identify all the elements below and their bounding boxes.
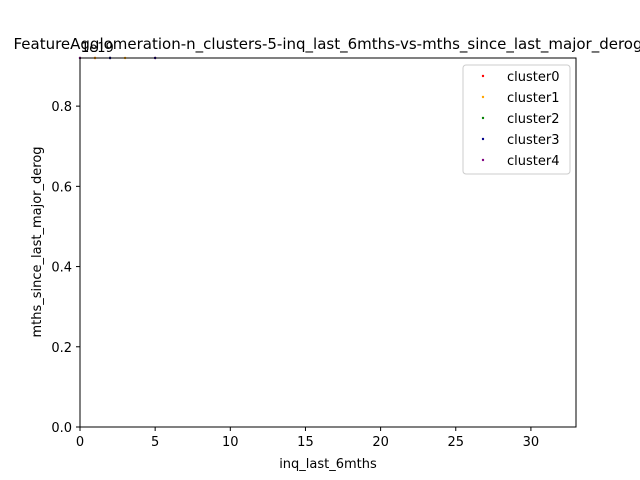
x-tick-label: 30	[523, 435, 540, 450]
x-tick-label: 20	[372, 435, 389, 450]
legend-marker-cluster0	[481, 74, 485, 78]
x-axis: 0 5 10 15 20 25 30	[76, 427, 539, 450]
y-axis: 0.0 0.2 0.4 0.6 0.8	[51, 100, 80, 436]
y-tick-label: 0.6	[51, 180, 72, 195]
y-axis-title: mths_since_last_major_derog	[30, 146, 45, 337]
legend-label: cluster2	[507, 112, 559, 127]
x-tick-label: 0	[76, 435, 84, 450]
legend-marker-cluster4	[481, 158, 485, 162]
legend-label: cluster4	[507, 154, 559, 169]
y-tick-label: 0.0	[51, 421, 72, 436]
legend-marker-cluster2	[481, 116, 485, 120]
legend-label: cluster0	[507, 70, 559, 85]
legend-box	[462, 64, 571, 175]
y-offset-label: 1e19	[81, 41, 114, 56]
y-tick-label: 0.2	[51, 341, 72, 356]
legend: cluster0 cluster1 cluster2 cluster3 cluster4	[462, 64, 571, 175]
plot-frame	[79, 57, 577, 428]
y-tick-label: 0.8	[51, 100, 72, 115]
x-tick-label: 5	[151, 435, 159, 450]
x-axis-title: inq_last_6mths	[279, 457, 377, 472]
x-tick-label: 25	[447, 435, 464, 450]
y-tick-label: 0.4	[51, 261, 72, 276]
x-tick-label: 15	[297, 435, 314, 450]
x-tick-label: 10	[222, 435, 239, 450]
legend-marker-cluster1	[481, 95, 485, 99]
legend-label: cluster1	[507, 91, 559, 106]
legend-marker-cluster3	[481, 137, 485, 141]
chart-title: FeatureAgglomeration-n_clusters-5-inq_la…	[13, 35, 640, 54]
legend-label: cluster3	[507, 133, 559, 148]
